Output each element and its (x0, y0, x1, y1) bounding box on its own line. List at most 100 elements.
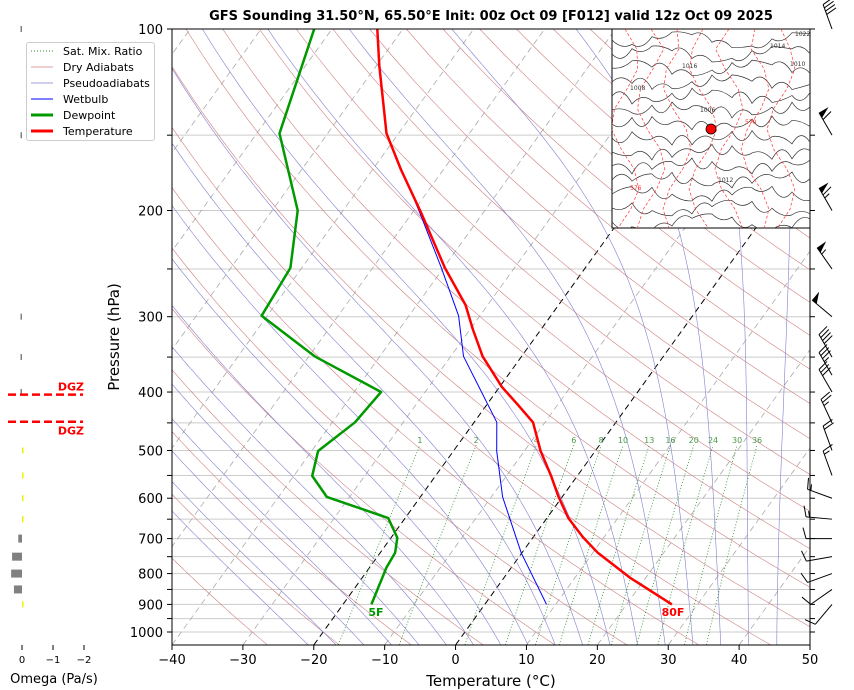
location-marker (705, 123, 717, 135)
barb-full (824, 0, 834, 9)
wind-barb (807, 477, 833, 499)
thickness-contour (636, 29, 666, 228)
barb-full (825, 4, 836, 12)
isobar-contour (612, 213, 810, 228)
barb-full (804, 619, 816, 625)
moist-adiabat (172, 205, 529, 645)
chart-title: GFS Sounding 31.50°N, 65.50°E Init: 00z … (209, 9, 773, 24)
legend-item-moist: Pseudoadiabats (27, 75, 154, 91)
x-axis-label: Temperature (°C) (425, 672, 555, 690)
mixing-ratio-label: 20 (689, 436, 699, 445)
dry-adiabat (172, 187, 699, 645)
barb-half (823, 357, 830, 363)
barb-half (823, 401, 830, 407)
barb-full (820, 364, 830, 373)
barb-full (802, 527, 807, 539)
omega-bar (22, 516, 24, 523)
x-tick-label: 30 (660, 653, 677, 668)
inset-map-label: 1016 (682, 63, 697, 70)
barb-half (821, 249, 827, 255)
barb-full (822, 394, 832, 403)
wind-barb (802, 527, 832, 540)
moist-adiabat (267, 29, 638, 645)
inset-map-label: 1012 (718, 177, 733, 184)
inset-map-label: 1010 (790, 61, 805, 68)
inset-map-label: 1006 (700, 107, 715, 114)
barb-pennant (819, 107, 829, 118)
dry-adiabat (259, 29, 810, 512)
y-tick-label: 400 (138, 386, 163, 401)
mixing-ratio-label: 10 (618, 436, 628, 445)
barb-full (822, 186, 832, 196)
plot-frame (171, 28, 811, 646)
mixing-ratio-label: 8 (599, 436, 604, 445)
inset-map-label: 1014 (770, 43, 785, 50)
moist-adiabat (172, 481, 337, 645)
y-tick-label: 300 (138, 311, 163, 326)
legend-item-dry: Dry Adiabats (27, 59, 154, 75)
moist-adiabat (172, 418, 392, 645)
isobar-contour (612, 157, 810, 175)
isotherm (172, 29, 333, 252)
wind-barb (818, 344, 833, 376)
moist-adiabat (575, 29, 722, 645)
dry-adiabat (172, 431, 412, 645)
legend-label: Sat. Mix. Ratio (63, 44, 143, 58)
barb-full (800, 572, 808, 583)
omega-bar (13, 585, 22, 594)
y-tick-label: 100 (138, 23, 163, 38)
barb-full (818, 326, 828, 335)
wind-barb (804, 604, 833, 625)
omega-bar (20, 26, 22, 32)
mixing-ratio-label: 24 (708, 436, 718, 445)
mixing-ratio-label: 30 (732, 436, 742, 445)
thickness-contour (688, 29, 718, 228)
isobar-contour (612, 59, 810, 76)
moist-adiabat (172, 258, 501, 645)
x-tick-label: −30 (229, 653, 256, 668)
moist-adiabat (172, 142, 556, 645)
barb-staff (806, 556, 833, 562)
barb-staff (814, 604, 833, 625)
legend-label: Pseudoadiabats (63, 76, 150, 90)
temperature-line (376, 29, 673, 606)
dgz-label: DGZ (58, 425, 84, 438)
isobar-contour (612, 87, 810, 105)
barb-full (818, 344, 828, 353)
dry-adiabat (172, 247, 627, 645)
barb-full (824, 422, 834, 430)
axes: −40 −30 −20 −10 0 10 20 30 40 50 100 200 300 400 500 60… (130, 23, 818, 668)
barb-staff (820, 399, 833, 424)
inset-map-label: 570 (745, 119, 757, 126)
wind-barb (820, 391, 833, 424)
omega-bar (20, 132, 22, 139)
omega-bar (11, 569, 22, 578)
barb-pennant (812, 291, 820, 304)
dry-adiabat (172, 493, 340, 645)
barb-full (820, 329, 830, 338)
omega-bar (20, 354, 22, 361)
barb-staff (810, 589, 833, 605)
barb-full (822, 0, 831, 5)
thickness-contour (740, 29, 770, 228)
wind-barb (818, 182, 833, 211)
legend-label: Temperature (63, 124, 133, 138)
omega-bar (18, 534, 22, 543)
x-tick-label: 20 (589, 653, 606, 668)
moist-adiabat (172, 67, 583, 645)
moist-adiabat (172, 510, 309, 645)
inset-map-label: 576 (630, 185, 642, 192)
isobar-contour (612, 199, 810, 217)
dry-adiabat (295, 29, 810, 475)
legend-label: Dry Adiabats (63, 60, 134, 74)
mixing-ratio-line (610, 445, 671, 645)
omega-tick-label: −2 (77, 655, 92, 666)
barb-half (810, 484, 812, 491)
wind-barb (816, 241, 833, 270)
surface-temperature-label: 80F (662, 606, 685, 619)
legend-item-wetbulb: Wetbulb (27, 91, 154, 107)
dry-adiabat (172, 308, 555, 645)
moist-adiabat (451, 29, 694, 645)
x-tick-label: 50 (802, 653, 819, 668)
isobar-contour (612, 74, 810, 91)
